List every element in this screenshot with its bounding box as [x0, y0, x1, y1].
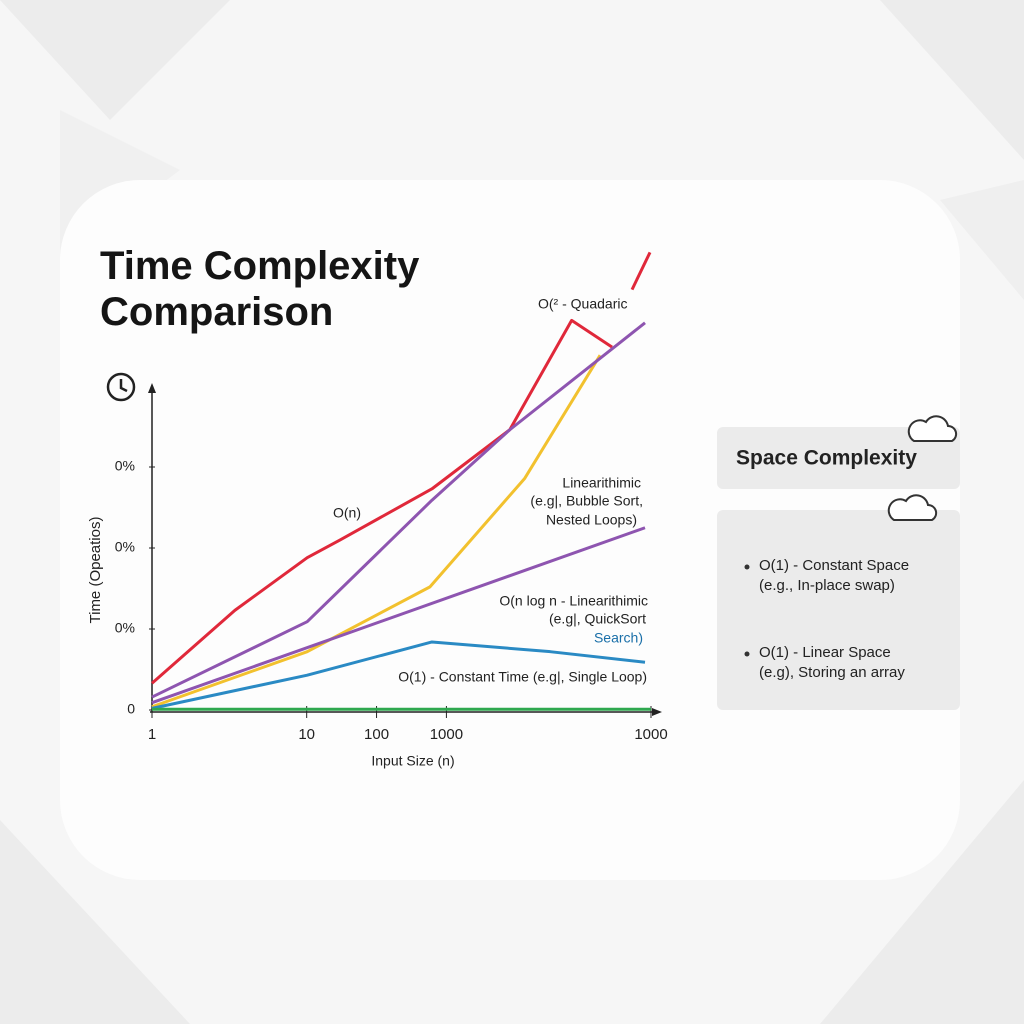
y-tick-label: 0%: [115, 458, 135, 474]
y-tick-label: 0: [127, 701, 135, 717]
series-line: [151, 526, 646, 705]
annotation: (e.g|, Bubble Sort,: [530, 493, 643, 509]
clock-face: [106, 372, 136, 402]
x-tick-label: 1: [148, 726, 156, 743]
clock-hands: [119, 379, 128, 393]
x-tick-label: 1000: [634, 726, 667, 743]
series-line: [151, 640, 646, 710]
cloud-icon: [907, 415, 958, 442]
space-item-example: (e.g., In-place swap): [759, 577, 895, 594]
y-axis-label: Time (Opeatios): [87, 517, 104, 624]
annotation: Linearithimic: [562, 475, 641, 491]
annotation: Search): [594, 630, 643, 646]
annotation: O(1) - Constant Time (e.g|, Single Loop): [398, 669, 647, 685]
space-list-box: [717, 510, 960, 710]
y-axis-arrow: [148, 383, 156, 393]
chart-title: Time Complexity Comparison: [100, 244, 420, 334]
panel-title: Space Complexity: [736, 447, 917, 470]
annotation: O(n log n - Linearithimic: [499, 593, 648, 609]
clock-icon: [106, 372, 136, 402]
y-tick-label: 0%: [115, 539, 135, 555]
series-line: [151, 251, 652, 685]
space-item-label: O(1) - Linear Space: [759, 644, 891, 661]
annotation: Nested Loops): [546, 512, 637, 528]
series-line: [151, 321, 646, 699]
bg-shape: [0, 0, 230, 120]
space-title-box: [717, 427, 960, 489]
annotation: O(n): [333, 505, 361, 521]
bullet: [744, 651, 750, 657]
cloud-icon: [887, 494, 938, 521]
bg-shape: [0, 820, 190, 1024]
x-tick-label: 1000: [430, 726, 463, 743]
x-axis-arrow: [652, 708, 662, 716]
bg-shape: [880, 0, 1024, 160]
bullet: [744, 564, 750, 570]
x-tick-label: 100: [364, 726, 389, 743]
series-line: [151, 354, 602, 709]
y-tick-label: 0%: [115, 620, 135, 636]
annotation: O(² - Quadaric: [538, 296, 627, 312]
space-item-example: (e.g), Storing an array: [759, 664, 905, 681]
bg-shape: [820, 780, 1024, 1024]
bg-shape: [940, 180, 1024, 300]
space-item-label: O(1) - Constant Space: [759, 557, 909, 574]
x-axis-label: Input Size (n): [371, 753, 454, 769]
x-tick-label: 10: [298, 726, 315, 743]
annotation: (e.g|, QuickSort: [549, 611, 646, 627]
